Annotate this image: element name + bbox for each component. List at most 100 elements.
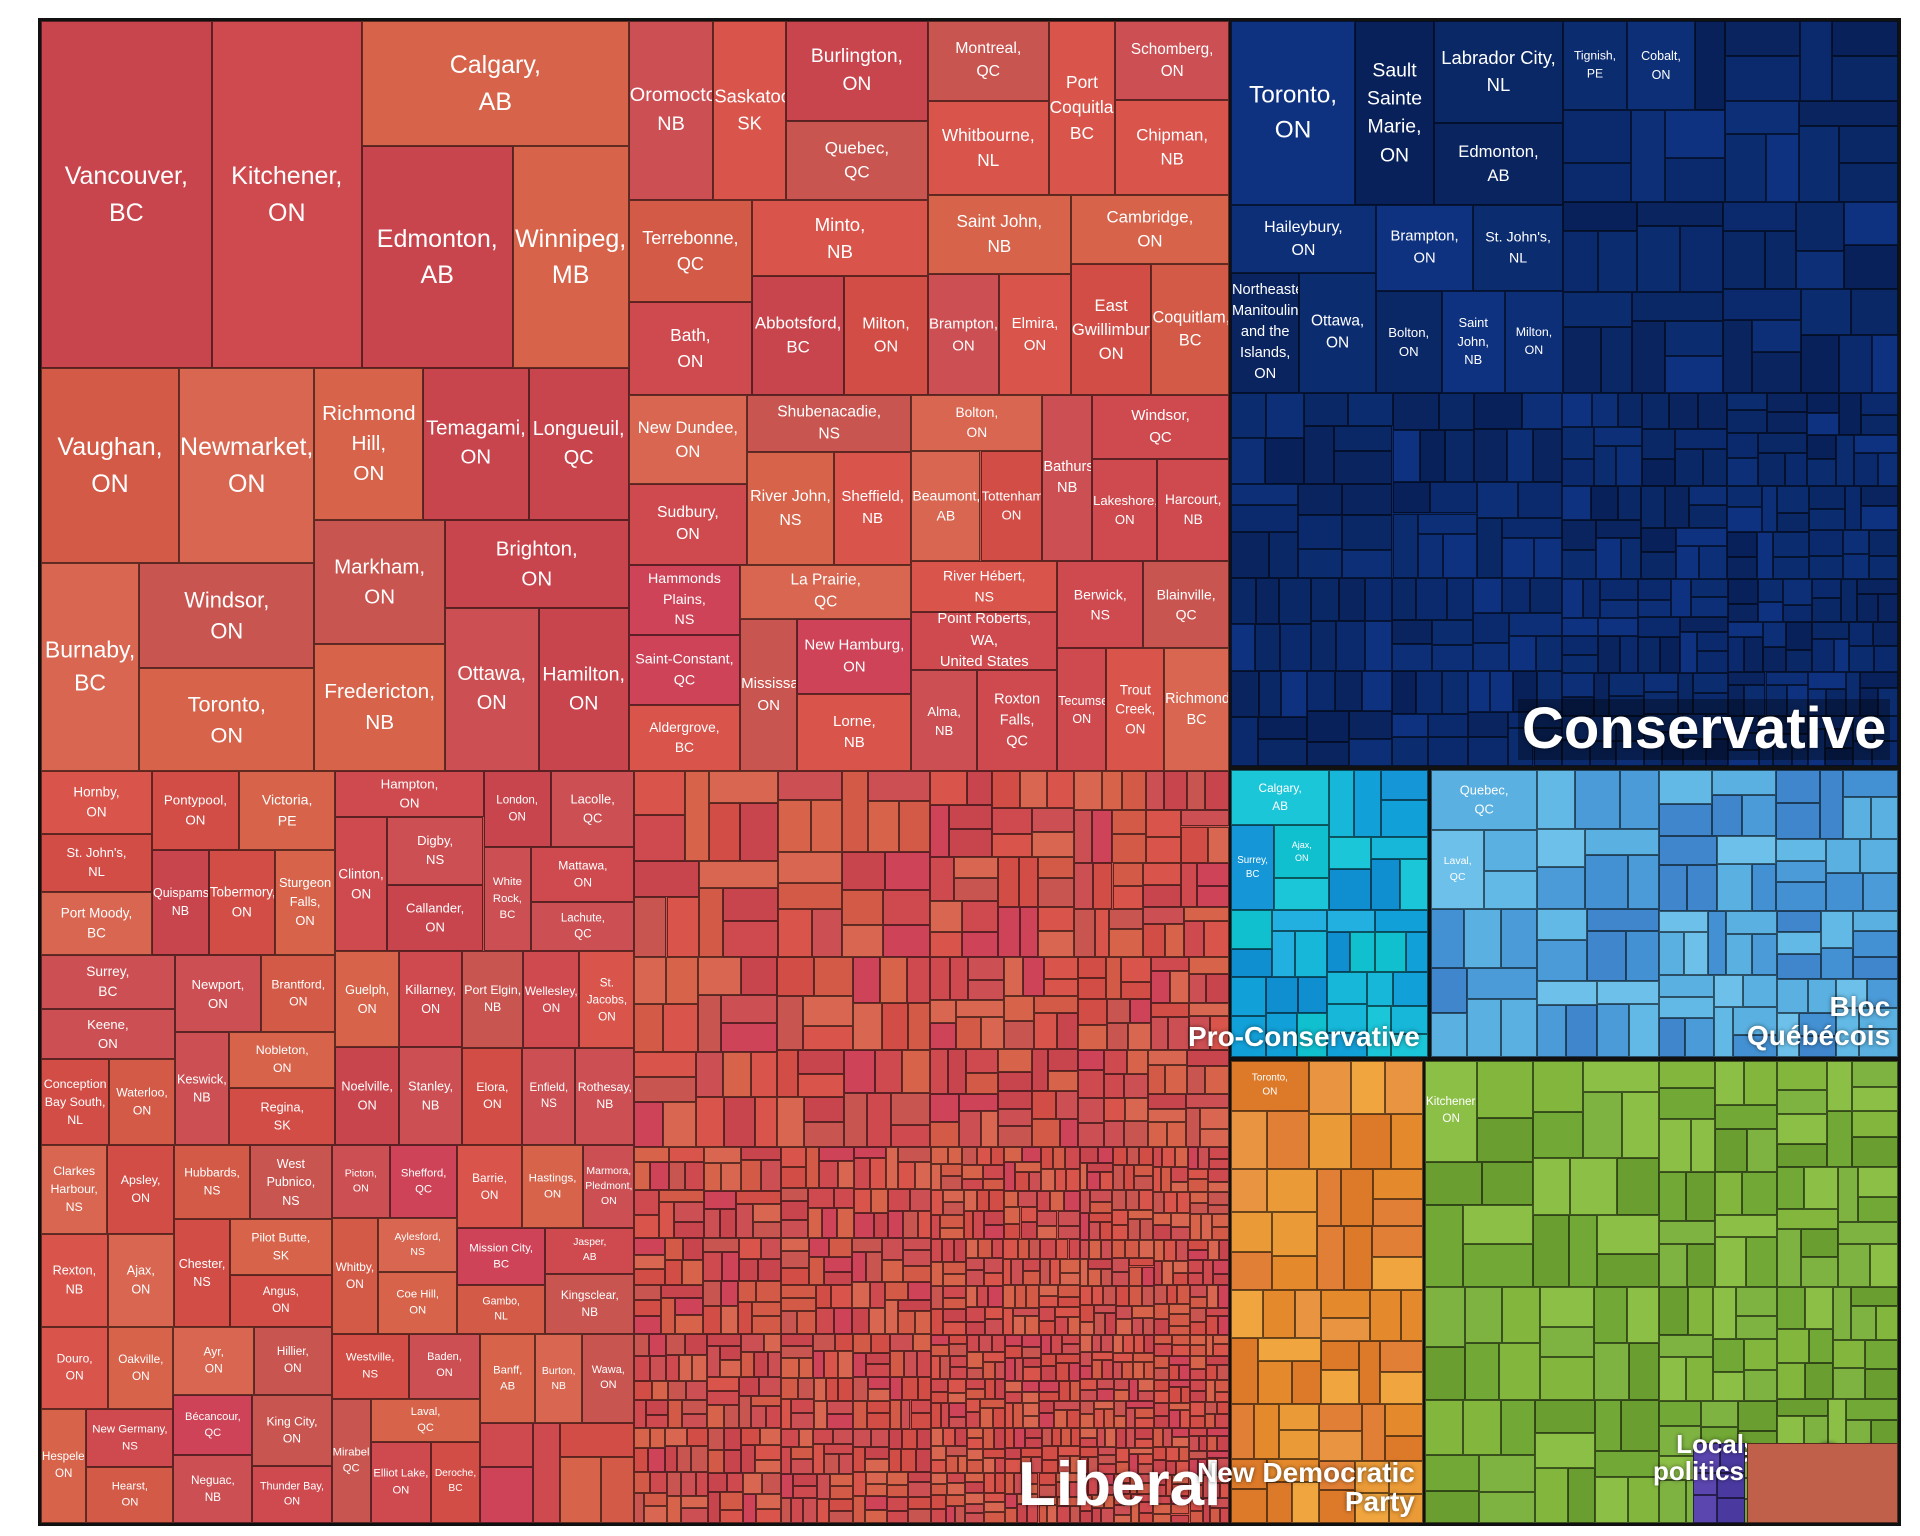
treemap-cell (930, 771, 967, 806)
treemap-cell (1713, 1339, 1744, 1372)
treemap-cell (1737, 1401, 1777, 1431)
treemap-cell (1726, 458, 1758, 486)
treemap-cell (1596, 520, 1642, 539)
treemap-cell-label: Rexton, NB (52, 1264, 97, 1297)
treemap-cell (1189, 1285, 1207, 1298)
treemap-cell (1431, 1012, 1468, 1057)
treemap-cell (984, 1501, 1005, 1513)
treemap-cell (961, 1146, 977, 1165)
treemap-cell (812, 1350, 825, 1378)
treemap-cell (1078, 1050, 1104, 1071)
treemap-cell (1219, 1239, 1229, 1261)
treemap-cell (1727, 603, 1758, 623)
treemap-cell (869, 1282, 885, 1308)
treemap-cell (1054, 1307, 1080, 1318)
treemap-cell (1658, 770, 1712, 805)
treemap-cell (777, 908, 812, 957)
treemap-cell (1593, 427, 1643, 446)
treemap-cell (649, 1334, 666, 1357)
treemap-cell (1868, 555, 1898, 580)
treemap-cell (1189, 1334, 1207, 1345)
treemap-cell (1112, 1165, 1125, 1191)
treemap-cell (931, 1356, 940, 1380)
treemap-cell (1400, 1289, 1423, 1342)
treemap-cell-label: Hampton, ON (380, 776, 439, 812)
treemap-cell (1148, 1094, 1186, 1109)
treemap-cell (1626, 930, 1659, 981)
treemap-cell (1015, 1357, 1024, 1381)
treemap-cell-label: St. John's, NL (1485, 229, 1551, 267)
treemap-cell-schomberg-on: Schomberg, ON (1115, 21, 1229, 101)
treemap-cell (992, 771, 1020, 809)
treemap-chart: Vancouver, BC Kitchener, ON Calgary, AB Edm… (38, 18, 1901, 1526)
treemap-cell (1842, 553, 1869, 580)
treemap-cell (1875, 1305, 1898, 1340)
treemap-cell (1153, 1390, 1169, 1403)
treemap-cell-label: Milton, ON (862, 314, 910, 356)
treemap-cell (1111, 1224, 1129, 1240)
treemap-cell-label: Mississauga, ON (741, 674, 796, 714)
treemap-cell (835, 1334, 853, 1351)
treemap-cell (1320, 1289, 1370, 1319)
treemap-cell (1015, 1285, 1026, 1308)
treemap-cell (931, 1239, 942, 1263)
treemap-cell (1097, 1446, 1116, 1456)
treemap-cell (759, 1377, 782, 1396)
treemap-cell-label: Surrey, BC (86, 963, 130, 999)
treemap-cell (634, 1237, 665, 1255)
treemap-cell-brantford-on: Brantford, ON (261, 954, 336, 1033)
treemap-cell-vaughan-on: Vaughan, ON (41, 367, 179, 564)
treemap-cell (1116, 1319, 1132, 1335)
treemap-cell-label: Coe Hill, ON (396, 1288, 439, 1318)
treemap-cell (931, 1285, 944, 1310)
treemap-cell-sudbury-on: Sudbury, ON (628, 484, 747, 565)
treemap-cell (1266, 1013, 1298, 1057)
treemap-cell (1499, 1343, 1541, 1401)
treemap-cell (943, 1189, 965, 1203)
treemap-cell (1711, 794, 1743, 836)
treemap-cell (1362, 1403, 1386, 1461)
treemap-cell (1175, 1239, 1188, 1262)
treemap-cell (1146, 771, 1165, 811)
treemap-cell (1765, 133, 1800, 203)
treemap-cell (838, 1377, 854, 1402)
treemap-cell-label: Terrebonne, QC (642, 227, 739, 274)
treemap-cell-label: Brampton, ON (1390, 228, 1459, 267)
treemap-cell (1094, 1409, 1104, 1429)
treemap-cell (1859, 671, 1898, 689)
treemap-cell (1078, 957, 1106, 978)
treemap-cell (1658, 1017, 1686, 1057)
treemap-cell (1113, 1483, 1130, 1495)
treemap-cell (1354, 770, 1381, 838)
treemap-cell-alma-nb: Alma, NB (911, 670, 977, 771)
treemap-cell (1371, 1256, 1423, 1290)
treemap-cell (1837, 1166, 1859, 1222)
treemap-cell (1563, 291, 1632, 327)
treemap-cell (983, 1448, 1005, 1458)
treemap-cell (1188, 957, 1229, 975)
treemap-cell (658, 1201, 675, 1238)
treemap-cell (755, 1508, 782, 1523)
treemap-cell (754, 1445, 782, 1461)
treemap-cell (1825, 747, 1854, 766)
treemap-cell (1618, 392, 1643, 428)
treemap-cell-label: Berwick, NS (1073, 586, 1127, 623)
treemap-cell (853, 1213, 874, 1239)
treemap-cell (687, 1428, 708, 1447)
treemap-cell-label: Wawa, ON (591, 1363, 625, 1392)
treemap-cell (1153, 1380, 1169, 1391)
treemap-cell (724, 1097, 755, 1147)
treemap-cell (965, 1239, 978, 1258)
treemap-cell (823, 1444, 854, 1455)
treemap-cell (1002, 1239, 1019, 1259)
treemap-cell (1231, 1110, 1267, 1169)
treemap-cell (1860, 415, 1898, 435)
treemap-cell-label: Edmonton, AB (376, 224, 498, 289)
treemap-cell-river-hebert-ns: River Hébert, NS (911, 560, 1058, 613)
treemap-cell (1126, 1146, 1140, 1166)
treemap-cell (1723, 319, 1753, 393)
treemap-cell (708, 771, 778, 804)
treemap-cell-guelph-on: Guelph, ON (335, 951, 399, 1048)
treemap-cell-brampton-on: Brampton, ON (927, 274, 1000, 396)
treemap-cell (1078, 1122, 1105, 1147)
